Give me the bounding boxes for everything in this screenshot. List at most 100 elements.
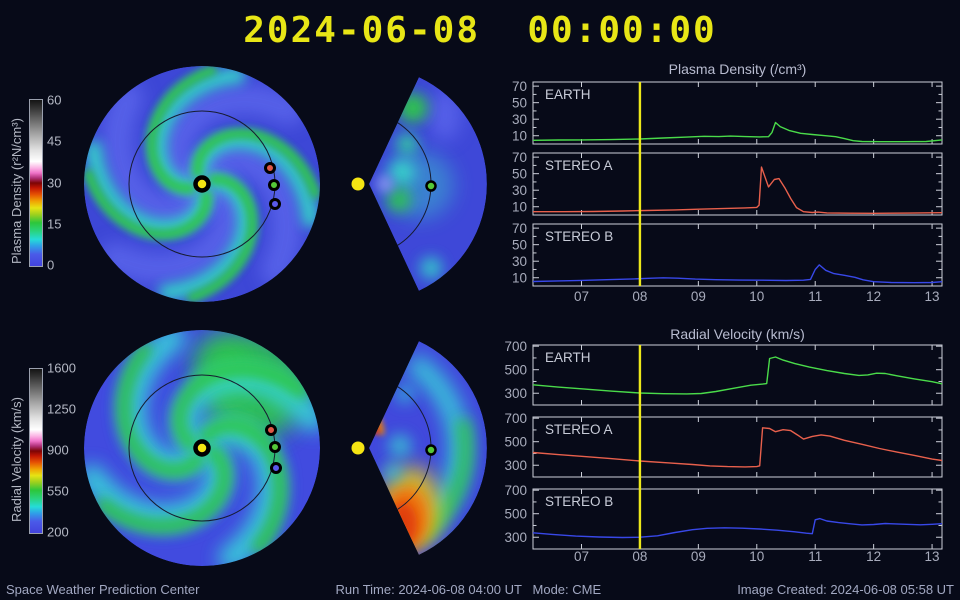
series-line-earth [532,356,943,395]
velocity-colorbar-tick: 900 [47,442,69,458]
y-tick-label: 50 [512,238,527,253]
panel-border [532,488,943,550]
radial-velocity-timeseries-chart: Radial Velocity (km/s) 300 500 700 EARTH 300 5… [504,327,943,564]
station-label: STEREO B [545,229,613,244]
station-label: EARTH [545,350,591,365]
x-tick-label: 09 [691,289,706,304]
density-colorbar-tick: 30 [47,175,62,190]
heliosphere-disk [84,66,320,302]
footer-runtime-text: Run Time: 2024-06-08 04:00 UT Mode: CME [335,582,602,597]
series-line-stereo-a [532,427,943,468]
x-tick-label: 10 [749,289,764,304]
y-tick-label: 10 [512,200,527,215]
y-tick-label: 70 [512,150,527,165]
stereo-b-marker [269,198,281,210]
y-tick-label: 70 [512,79,527,94]
chart-title: Radial Velocity (km/s) [670,327,805,342]
y-tick-label: 500 [504,507,527,522]
x-tick-label: 13 [925,549,940,564]
velocity-colorbar-tick: 550 [47,483,69,499]
earth-marker [425,180,437,192]
plasma-density-polar-plot [84,66,320,302]
spiral-arm [172,362,308,451]
y-tick-label: 30 [512,183,527,198]
page-title: 2024-06-08 00:00:00 [243,10,717,51]
stream-region [387,188,411,212]
y-tick-label: 30 [512,112,527,127]
velocity-colorbar-tick: 1600 [47,360,76,376]
stream-region [388,434,412,458]
plasma-density-timeseries-chart: Plasma Density (/cm³)10305070EARTH103050… [512,62,943,304]
y-tick-label: 70 [512,221,527,236]
x-tick-label: 08 [632,289,647,304]
footer: Space Weather Prediction Center Run Time… [0,582,960,597]
panel-border [532,344,943,406]
stream-region [429,89,461,141]
x-tick-label: 07 [574,289,589,304]
plasma-density-colorbar [29,99,43,267]
x-tick-label: 11 [808,289,822,304]
x-tick-label: 08 [632,549,647,564]
y-tick-label: 10 [512,129,527,144]
sun-icon [351,177,365,191]
y-tick-label: 10 [512,271,527,286]
panel-border [532,152,943,216]
series-line-stereo-b [532,517,943,539]
spiral-arm [96,445,232,534]
y-tick-label: 50 [512,167,527,182]
sun-icon [193,439,211,457]
station-label: EARTH [545,87,591,102]
y-tick-label: 300 [504,386,527,401]
y-tick-label: 700 [504,339,527,354]
series-line-stereo-a [533,166,943,215]
y-tick-label: 300 [504,458,527,473]
sun-icon [351,441,365,455]
spiral-arm [192,128,320,199]
stereo-b-marker [270,462,282,474]
y-tick-label: 700 [504,411,527,426]
earth-marker [425,444,437,456]
stereo-a-marker [264,162,276,174]
spiral-arm [102,81,214,226]
radial-velocity-colorbar-label: Radial Velocity (km/s) [9,397,24,522]
density-colorbar-tick: 0 [47,257,55,273]
station-label: STEREO A [545,422,613,437]
radial-velocity-colorbar-gradient [30,369,42,533]
y-tick-label: 30 [512,254,527,269]
y-tick-label: 500 [504,435,527,450]
radial-velocity-polar-plot [84,330,320,566]
radial-velocity-meridional-plot [351,341,487,555]
stream-region [383,462,403,482]
station-label: STEREO B [545,494,613,509]
spiral-arm [187,174,258,302]
velocity-colorbar-tick: 200 [47,524,69,540]
density-colorbar-tick: 45 [47,133,62,149]
velocity-colorbar-tick: 1250 [47,401,76,417]
density-colorbar-tick: 15 [47,216,62,232]
earth-marker [269,441,281,453]
x-tick-label: 12 [866,549,881,564]
chart-title: Plasma Density (/cm³) [669,62,807,77]
x-tick-label: 13 [925,289,940,304]
stream-region [389,159,415,185]
plasma-density-colorbar-label: Plasma Density (r²N/cm³) [9,118,24,264]
density-colorbar-tick: 60 [47,92,62,108]
plasma-density-meridional-plot [351,77,487,291]
stream-region [420,257,442,279]
x-tick-label: 11 [808,549,822,564]
x-tick-label: 12 [866,289,881,304]
earth-marker [268,179,280,191]
y-tick-label: 700 [504,483,527,498]
sun-icon [193,175,211,193]
x-tick-label: 09 [691,549,706,564]
panel-border [532,416,943,478]
spiral-arm [146,66,217,194]
y-tick-label: 500 [504,363,527,378]
stream-region [396,133,418,155]
spiral-arm [99,172,244,284]
spiral-arm [190,142,302,287]
spiral-arm [84,169,212,240]
panel-border [532,81,943,145]
y-tick-label: 50 [512,96,527,111]
